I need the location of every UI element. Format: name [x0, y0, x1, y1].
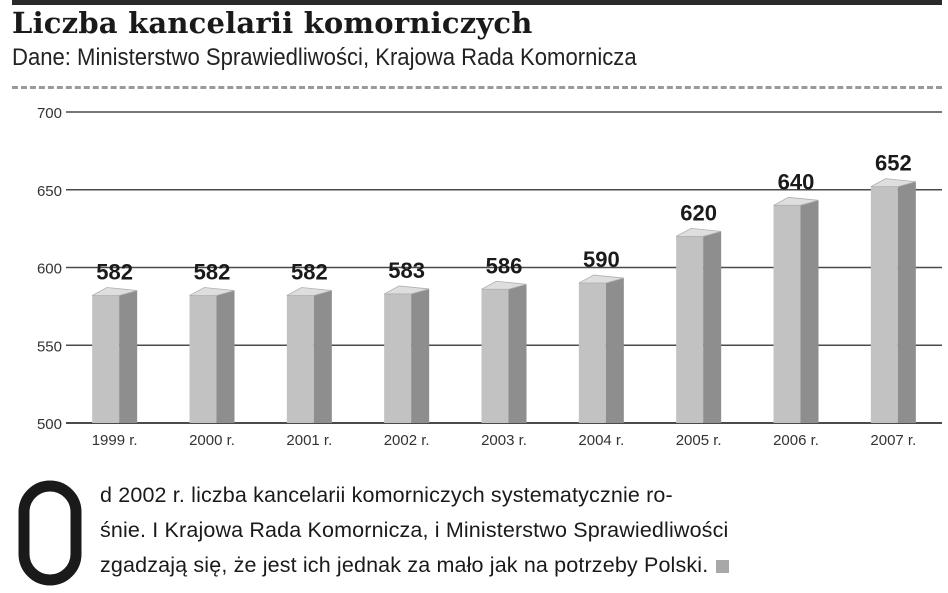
paragraph-lines: d 2002 r. liczba kancelarii komorniczych…	[100, 478, 730, 583]
bar-side-face	[313, 290, 332, 423]
bar-top-face	[578, 274, 624, 284]
top-rule	[12, 0, 942, 5]
bar-front-face	[870, 186, 898, 423]
bar	[870, 178, 916, 423]
bar-front-face	[676, 236, 704, 423]
bar-front-face	[286, 295, 314, 423]
bar-front-face	[578, 283, 606, 423]
bar-side-face	[605, 278, 624, 423]
bar-top-face	[189, 287, 235, 296]
x-tick-label: 2007 r.	[870, 432, 916, 449]
bar-top-face	[870, 178, 916, 188]
x-tick-label: 2004 r.	[578, 432, 624, 449]
bar	[91, 287, 138, 423]
x-tick-label: 2000 r.	[189, 432, 235, 449]
y-tick-label: 600	[37, 261, 62, 278]
paragraph-line-text: zgadzają się, że jest ich jednak za mało…	[100, 553, 709, 577]
y-tick-label: 700	[37, 105, 62, 122]
data-label: 620	[680, 200, 717, 225]
data-label: 582	[291, 259, 328, 284]
bar	[578, 274, 624, 423]
bar-top-face	[286, 287, 332, 296]
chart-title: Liczba kancelarii komorniczych	[12, 6, 533, 40]
bar	[481, 280, 527, 423]
data-label: 583	[388, 258, 425, 283]
bar	[383, 285, 430, 423]
x-tick-label: 1999 r.	[92, 432, 138, 449]
bar-side-face	[411, 288, 430, 423]
x-tick-label: 2005 r.	[676, 432, 722, 449]
bar	[189, 287, 235, 423]
data-label: 640	[778, 169, 815, 194]
bar-side-face	[703, 231, 722, 423]
bar-side-face	[800, 200, 819, 423]
dropcap-letter: O	[18, 480, 82, 586]
bar-top-face	[675, 227, 722, 237]
x-tick-label: 2001 r.	[286, 432, 332, 449]
bar-front-face	[481, 289, 509, 423]
bar-side-face	[508, 284, 527, 423]
bar-front-face	[189, 295, 217, 423]
bar-top-face	[773, 196, 819, 206]
data-label: 590	[583, 247, 620, 272]
bar-top-face	[91, 287, 138, 296]
bar-chart: 500 550 600 650 700 582 1999 r. 582 2000 r. 582 20…	[37, 105, 942, 449]
y-tick-label: 550	[37, 338, 62, 355]
bar-side-face	[119, 290, 138, 423]
data-label: 652	[875, 151, 912, 176]
bar-top-face	[481, 280, 527, 290]
bar-top-face	[383, 285, 430, 295]
bar	[286, 287, 332, 423]
data-label: 586	[486, 253, 523, 278]
dashed-divider	[12, 86, 942, 89]
x-tick-label: 2003 r.	[481, 432, 527, 449]
chart-subtitle: Dane: Ministerstwo Sprawiedliwości, Kraj…	[12, 44, 637, 71]
y-tick-label: 650	[37, 183, 62, 200]
bar-side-face	[897, 181, 916, 423]
bar-side-face	[216, 290, 235, 423]
x-tick-label: 2002 r.	[384, 432, 430, 449]
bar-front-face	[773, 205, 801, 423]
y-tick-label: 500	[37, 416, 62, 433]
bar	[773, 196, 819, 423]
paragraph-line: śnie. I Krajowa Rada Komornicza, i Minis…	[100, 518, 729, 542]
bar	[675, 227, 722, 423]
data-label: 582	[194, 259, 231, 284]
bar-front-face	[92, 295, 120, 423]
x-tick-label: 2006 r.	[773, 432, 819, 449]
end-square-icon	[716, 559, 730, 573]
description-paragraph: O d 2002 r. liczba kancelarii komorniczy…	[18, 478, 938, 588]
paragraph-line: zgadzają się, że jest ich jednak za mało…	[100, 548, 730, 583]
bar-front-face	[384, 293, 412, 423]
paragraph-line: d 2002 r. liczba kancelarii komorniczych…	[100, 483, 673, 507]
data-label: 582	[96, 259, 133, 284]
